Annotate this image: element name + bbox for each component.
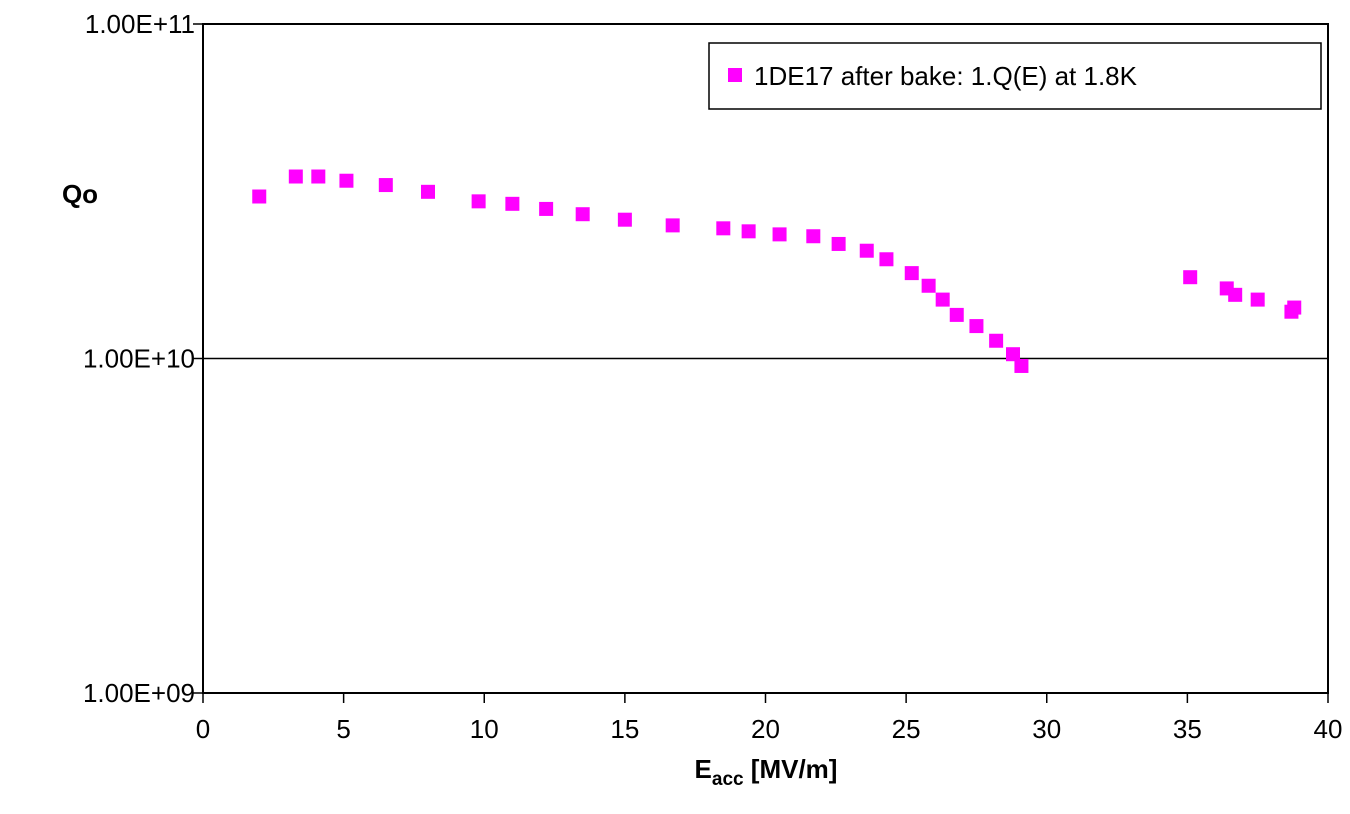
axis-ticks [193, 23, 1329, 703]
data-point [859, 243, 874, 258]
x-tick-label: 35 [1173, 714, 1202, 744]
x-axis-title-rest: [MV/m] [744, 754, 838, 784]
data-point [539, 201, 554, 216]
x-tick-label: 15 [610, 714, 639, 744]
data-point [904, 266, 919, 281]
data-point [989, 333, 1004, 348]
data-point [716, 221, 731, 236]
x-tick-label: 10 [470, 714, 499, 744]
data-point [1287, 300, 1302, 315]
data-point [806, 229, 821, 244]
data-point [311, 169, 326, 184]
data-point [969, 319, 984, 334]
x-axis-title-main: E [695, 754, 712, 784]
x-axis-title-subscript: acc [712, 769, 744, 790]
data-point [617, 212, 632, 227]
data-point [772, 227, 787, 242]
y-tick-label: 1.00E+09 [83, 678, 195, 708]
data-point [741, 224, 756, 239]
data-point [1183, 270, 1198, 285]
x-axis-title: Eacc [MV/m] [695, 754, 838, 790]
data-point [378, 178, 393, 193]
data-point [471, 194, 486, 209]
data-point [1014, 358, 1029, 373]
x-tick-label: 40 [1314, 714, 1343, 744]
legend: 1DE17 after bake: 1.Q(E) at 1.8K [708, 42, 1322, 110]
data-point [935, 292, 950, 307]
x-tick-label: 20 [751, 714, 780, 744]
data-point [665, 218, 680, 233]
x-tick-label: 0 [196, 714, 210, 744]
data-point [339, 173, 354, 188]
x-tick-label: 25 [892, 714, 921, 744]
data-point [252, 189, 267, 204]
data-point [1006, 347, 1020, 362]
data-point [575, 207, 590, 222]
legend-label: 1DE17 after bake: 1.Q(E) at 1.8K [754, 61, 1138, 91]
y-tick-labels: 1.00E+11 1.00E+10 1.00E+09 [83, 9, 195, 708]
data-point [421, 184, 435, 199]
y-axis-title: Qo [62, 179, 98, 209]
data-point [879, 252, 894, 267]
data-point [831, 236, 846, 251]
data-point [288, 169, 303, 184]
data-point [505, 196, 520, 211]
y-tick-label: 1.00E+11 [85, 9, 195, 39]
y-tick-label: 1.00E+10 [83, 344, 195, 374]
x-tick-labels: 0 5 10 15 20 25 30 35 40 [196, 714, 1343, 744]
x-tick-label: 30 [1032, 714, 1061, 744]
legend-marker [728, 68, 742, 82]
legend-box [708, 42, 1322, 110]
data-point [1250, 292, 1265, 307]
data-markers [252, 169, 1302, 373]
data-point [949, 307, 964, 322]
data-point [921, 278, 936, 293]
data-point [1228, 287, 1243, 302]
x-tick-label: 5 [336, 714, 350, 744]
